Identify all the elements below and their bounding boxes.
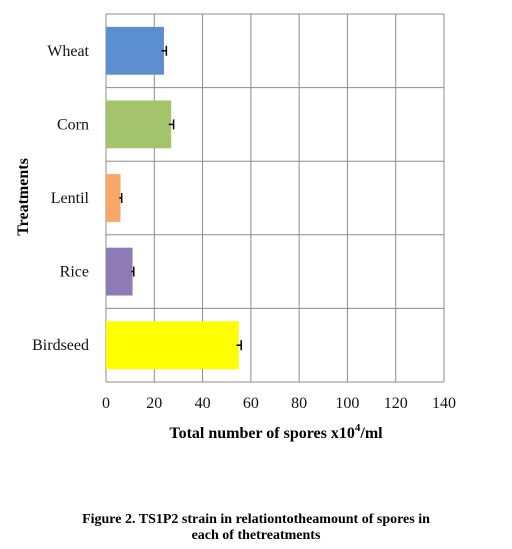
x-tick-label: 120 — [384, 395, 408, 412]
x-tick-label: 80 — [291, 395, 307, 412]
x-tick-label: 140 — [432, 395, 456, 412]
gridlines — [105, 13, 445, 383]
category-label-lentil: Lentil — [51, 190, 90, 207]
category-label-rice: Rice — [60, 264, 89, 281]
bar-birdseed — [106, 321, 239, 370]
y-axis-title: Treatments — [15, 158, 32, 236]
figure-caption: Figure 2. TS1P2 strain in relationtothea… — [0, 512, 512, 544]
category-label-corn: Corn — [57, 116, 89, 133]
x-axis-title: Total number of spores x104/ml — [169, 422, 383, 442]
category-label-birdseed: Birdseed — [32, 337, 89, 354]
x-tick-label: 20 — [146, 395, 162, 412]
caption-line-1: Figure 2. TS1P2 strain in relationtothea… — [82, 512, 430, 527]
category-labels: Wheat Corn Lentil Rice Birdseed — [32, 43, 89, 354]
x-tick-label: 100 — [335, 395, 359, 412]
bar-wheat — [106, 26, 164, 75]
error-bars — [119, 45, 242, 351]
caption-line-2: each of thetreatments — [191, 528, 321, 543]
x-axis-title-superscript: 4 — [355, 422, 361, 434]
category-label-wheat: Wheat — [47, 43, 89, 60]
bar-lentil — [106, 174, 121, 222]
x-tick-label: 60 — [243, 395, 259, 412]
bar-chart: Wheat Corn Lentil Rice Birdseed 0 20 40 60 80 100… — [15, 13, 456, 442]
bar-rice — [106, 247, 133, 296]
x-tick-label: 40 — [195, 395, 211, 412]
x-tick-label: 0 — [102, 395, 110, 412]
bars — [106, 26, 239, 370]
bar-corn — [106, 100, 172, 149]
x-tick-labels: 0 20 40 60 80 100 120 140 — [102, 395, 456, 412]
